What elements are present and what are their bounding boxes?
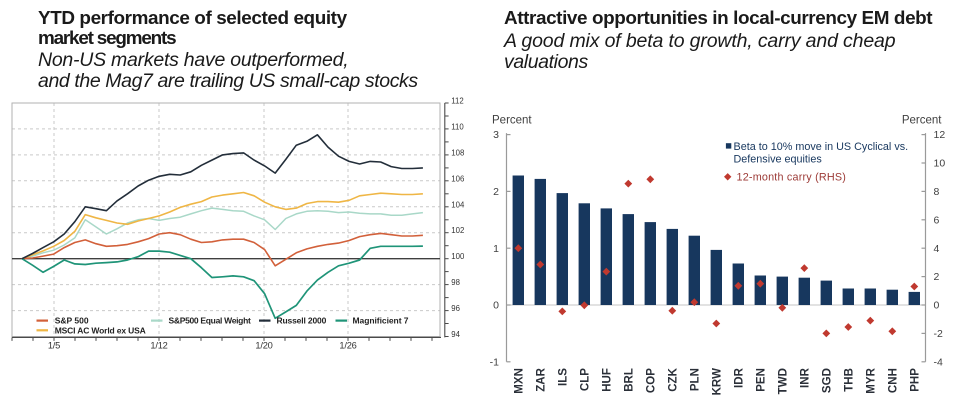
- svg-text:HUF: HUF: [601, 368, 613, 392]
- svg-text:108: 108: [451, 148, 464, 157]
- svg-text:12-month carry (RHS): 12-month carry (RHS): [737, 171, 847, 183]
- svg-text:12: 12: [934, 129, 946, 141]
- svg-text:Beta to 10% move in US Cyclica: Beta to 10% move in US Cyclical vs.: [734, 141, 909, 153]
- svg-text:Russell 2000: Russell 2000: [277, 316, 327, 326]
- svg-text:PLN: PLN: [689, 368, 701, 391]
- svg-text:MXN: MXN: [513, 368, 525, 394]
- svg-text:96: 96: [451, 304, 460, 313]
- svg-text:IDR: IDR: [733, 367, 745, 388]
- svg-text:ZAR: ZAR: [535, 367, 547, 391]
- svg-text:6: 6: [934, 214, 940, 226]
- svg-text:Percent: Percent: [902, 114, 942, 126]
- svg-text:8: 8: [934, 186, 940, 198]
- svg-text:CLP: CLP: [579, 368, 591, 391]
- svg-text:-4: -4: [934, 356, 943, 368]
- svg-text:-1: -1: [490, 356, 499, 368]
- svg-text:MYR: MYR: [865, 367, 877, 393]
- svg-text:0: 0: [493, 300, 499, 312]
- svg-text:SGD: SGD: [821, 368, 833, 393]
- svg-text:106: 106: [451, 174, 464, 183]
- svg-text:1/5: 1/5: [48, 340, 60, 350]
- svg-text:1/26: 1/26: [339, 340, 356, 350]
- svg-text:BRL: BRL: [623, 368, 635, 392]
- svg-text:102: 102: [451, 226, 464, 235]
- svg-text:Percent: Percent: [492, 114, 532, 126]
- svg-text:PHP: PHP: [909, 368, 921, 392]
- svg-text:KRW: KRW: [711, 368, 723, 396]
- svg-text:1: 1: [493, 243, 499, 255]
- svg-text:94: 94: [451, 330, 460, 339]
- svg-text:1/20: 1/20: [255, 340, 272, 350]
- svg-text:3: 3: [493, 129, 499, 141]
- svg-text:0: 0: [934, 300, 940, 312]
- svg-text:S&P 500: S&P 500: [55, 316, 89, 326]
- svg-text:110: 110: [451, 122, 464, 131]
- svg-text:TWD: TWD: [777, 368, 789, 394]
- svg-text:112: 112: [451, 97, 463, 106]
- svg-text:Defensive equities: Defensive equities: [734, 154, 823, 166]
- svg-text:S&P500 Equal Weight: S&P500 Equal Weight: [169, 316, 251, 326]
- svg-text:98: 98: [451, 278, 460, 287]
- svg-text:INR: INR: [799, 367, 811, 388]
- svg-text:100: 100: [451, 252, 465, 261]
- svg-text:THB: THB: [843, 368, 855, 392]
- svg-text:COP: COP: [645, 368, 657, 393]
- svg-text:CZK: CZK: [667, 367, 679, 391]
- svg-text:Magnificient 7: Magnificient 7: [353, 316, 409, 326]
- svg-text:MSCI AC World ex USA: MSCI AC World ex USA: [55, 325, 146, 335]
- svg-text:1/12: 1/12: [150, 340, 167, 350]
- svg-text:ILS: ILS: [557, 368, 569, 386]
- svg-text:4: 4: [934, 243, 940, 255]
- svg-text:104: 104: [451, 200, 465, 209]
- svg-text:-2: -2: [934, 328, 943, 340]
- svg-text:10: 10: [934, 158, 946, 170]
- svg-text:2: 2: [934, 271, 940, 283]
- svg-text:PEN: PEN: [755, 368, 767, 392]
- svg-text:CNH: CNH: [887, 368, 899, 393]
- svg-text:2: 2: [493, 186, 499, 198]
